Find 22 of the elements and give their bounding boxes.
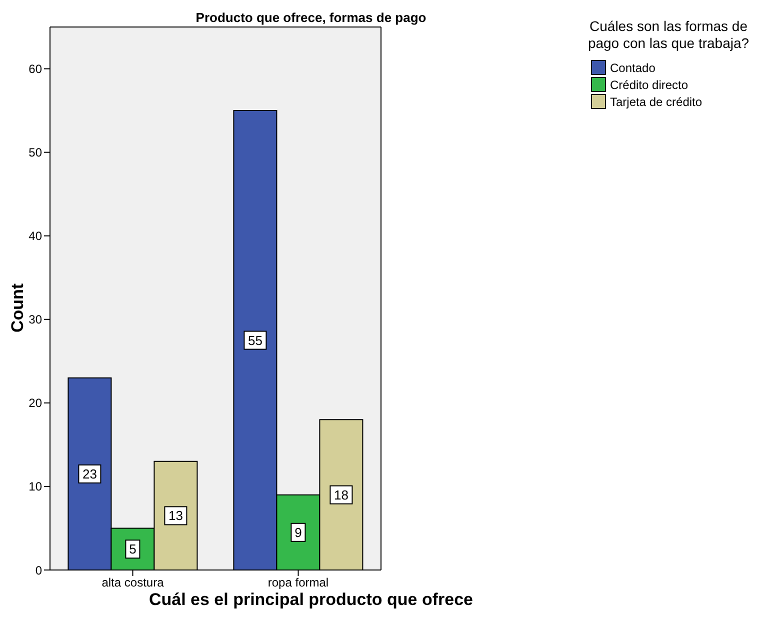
y-tick-label: 40	[28, 229, 42, 244]
x-axis-title: Cuál es el principal producto que ofrece	[148, 590, 474, 610]
data-label: 5	[129, 542, 136, 557]
x-tick-label: alta costura	[102, 576, 164, 590]
y-tick-label: 20	[28, 396, 42, 410]
data-label: 23	[82, 466, 97, 482]
legend-label: Crédito directo	[610, 78, 688, 92]
legend-title: Cuáles son las formas de pago con las que trabaja?	[586, 18, 750, 52]
legend-label: Contado	[610, 60, 656, 74]
data-label: 13	[168, 508, 183, 524]
y-axis-title: Count	[8, 282, 28, 335]
data-label: 9	[294, 524, 302, 540]
y-tick-label: 0	[35, 563, 42, 578]
data-label: 18	[334, 487, 348, 502]
legend-label: Tarjeta de crédito	[610, 94, 702, 108]
y-tick-label: 30	[28, 312, 42, 327]
x-tick-label: ropa formal	[268, 576, 329, 590]
y-tick-label: 50	[28, 146, 42, 160]
chart-title: Producto que ofrece, formas de pago	[194, 10, 428, 25]
y-tick-label: 60	[28, 62, 42, 76]
data-label: 55	[248, 332, 262, 348]
y-tick-label: 10	[28, 480, 42, 494]
